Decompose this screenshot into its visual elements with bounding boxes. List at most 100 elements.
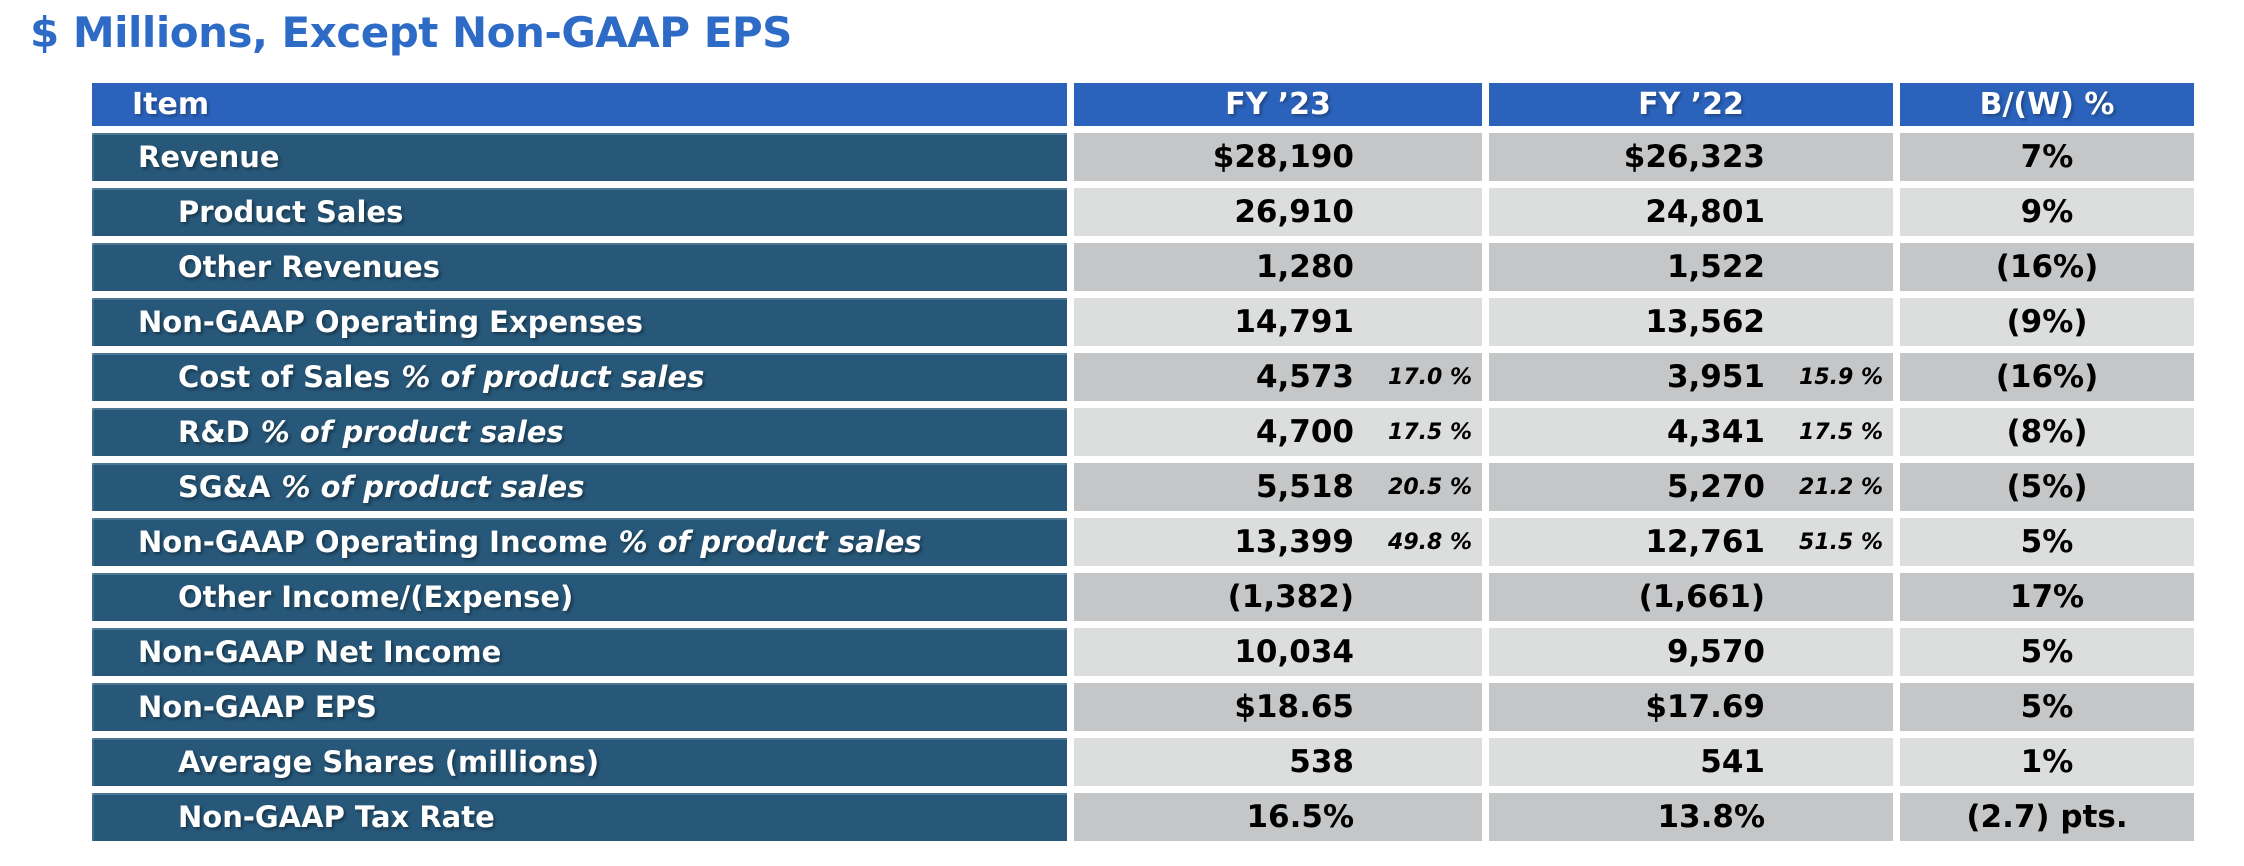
row-label: Product Sales [92,188,1067,236]
bw-pct-value-cell: 1% [1900,738,2194,786]
fy22-value-cell: 24,801 [1489,188,1893,236]
value-main: 5,270 [1666,469,1765,505]
fy23-value-cell: $28,190 [1074,133,1482,181]
fy23-value-cell: 1,280 [1074,243,1482,291]
row-label: Non-GAAP Net Income [92,628,1067,676]
row-label-text: Non-GAAP EPS [138,690,377,724]
fy22-value-cell: 12,761 51.5 % [1489,518,1893,566]
bw-pct-value-cell: (2.7) pts. [1900,793,2194,841]
row-label-text: Non-GAAP Tax Rate [178,800,495,834]
row-label-italic-text: % of product sales [260,415,564,449]
value-main: 10,034 [1234,634,1354,670]
value-main: 4,573 [1255,359,1354,395]
column-header-bw-pct: B/(W) % [1900,83,2194,126]
row-label: R&D % of product sales [92,408,1067,456]
row-label-text: Non-GAAP Operating Income [138,525,608,559]
column-header-fy23: FY ’23 [1074,83,1482,126]
row-label-italic-text: % of product sales [281,470,585,504]
bw-pct-value: (16%) [1995,249,2099,285]
row-label-italic-text: % of product sales [618,525,922,559]
value-main: 1,280 [1255,249,1354,285]
row-label-text: Non-GAAP Net Income [138,635,502,669]
bw-pct-value: 5% [2020,634,2074,670]
value-main: (1,661) [1638,579,1765,615]
row-label: Non-GAAP Tax Rate [92,793,1067,841]
value-main: 12,761 [1645,524,1765,560]
row-label: Cost of Sales % of product sales [92,353,1067,401]
fy22-value-cell: 9,570 [1489,628,1893,676]
bw-pct-value: 9% [2020,194,2074,230]
fy23-value-cell: 14,791 [1074,298,1482,346]
value-main: 24,801 [1645,194,1765,230]
value-subpercent: 17.5 % [1388,419,1472,445]
value-main: 16.5% [1246,799,1354,835]
row-label: Non-GAAP EPS [92,683,1067,731]
fy23-value-cell: 4,700 17.5 % [1074,408,1482,456]
row-label: Revenue [92,133,1067,181]
bw-pct-value: (8%) [2006,414,2088,450]
bw-pct-value-cell: (16%) [1900,243,2194,291]
bw-pct-value-cell: 5% [1900,518,2194,566]
value-main: 13,399 [1234,524,1354,560]
fy23-value-cell: 26,910 [1074,188,1482,236]
fy23-value-cell: 538 [1074,738,1482,786]
fy22-value-cell: 13,562 [1489,298,1893,346]
value-main: $17.69 [1645,689,1765,725]
value-main: 13.8% [1657,799,1765,835]
row-label: Average Shares (millions) [92,738,1067,786]
row-label-text: Revenue [138,140,280,174]
fy23-value-cell: $18.65 [1074,683,1482,731]
bw-pct-value: (16%) [1995,359,2099,395]
bw-pct-value-cell: (5%) [1900,463,2194,511]
bw-pct-value-cell: 7% [1900,133,2194,181]
value-main: 5,518 [1255,469,1354,505]
bw-pct-value: (5%) [2006,469,2088,505]
value-main: 14,791 [1234,304,1354,340]
row-label-text: R&D [178,415,250,449]
column-header-item: Item [92,83,1067,126]
value-main: 4,341 [1666,414,1765,450]
value-main: 3,951 [1666,359,1765,395]
row-label-text: Other Revenues [178,250,441,284]
value-main: 9,570 [1666,634,1765,670]
row-label: Non-GAAP Operating Income % of product sa… [92,518,1067,566]
row-label: Other Revenues [92,243,1067,291]
value-main: 13,562 [1645,304,1765,340]
bw-pct-value-cell: 17% [1900,573,2194,621]
value-subpercent: 17.5 % [1799,419,1883,445]
row-label-text: Non-GAAP Operating Expenses [138,305,643,339]
value-subpercent: 20.5 % [1388,474,1472,500]
fy23-value-cell: (1,382) [1074,573,1482,621]
bw-pct-value-cell: (9%) [1900,298,2194,346]
bw-pct-value-cell: 5% [1900,683,2194,731]
value-main: 1,522 [1666,249,1765,285]
row-label: Non-GAAP Operating Expenses [92,298,1067,346]
value-main: (1,382) [1227,579,1354,615]
bw-pct-value-cell: (16%) [1900,353,2194,401]
bw-pct-value-cell: 5% [1900,628,2194,676]
row-label: Other Income/(Expense) [92,573,1067,621]
fy22-value-cell: (1,661) [1489,573,1893,621]
fy22-value-cell: $17.69 [1489,683,1893,731]
fy22-value-cell: 13.8% [1489,793,1893,841]
row-label-text: Other Income/(Expense) [178,580,574,614]
bw-pct-value: 5% [2020,524,2074,560]
fy23-value-cell: 16.5% [1074,793,1482,841]
fy22-value-cell: $26,323 [1489,133,1893,181]
value-main: 541 [1700,744,1765,780]
value-subpercent: 49.8 % [1388,529,1472,555]
row-label-text: Product Sales [178,195,404,229]
row-label-text: SG&A [178,470,271,504]
bw-pct-value: 17% [2009,579,2085,615]
fy22-value-cell: 4,341 17.5 % [1489,408,1893,456]
value-main: 538 [1289,744,1354,780]
value-subpercent: 51.5 % [1799,529,1883,555]
bw-pct-value: 1% [2020,744,2074,780]
value-subpercent: 21.2 % [1799,474,1883,500]
value-subpercent: 15.9 % [1799,364,1883,390]
bw-pct-value: (2.7) pts. [1966,799,2128,835]
value-main: $26,323 [1623,139,1765,175]
fy22-value-cell: 541 [1489,738,1893,786]
fy22-value-cell: 1,522 [1489,243,1893,291]
